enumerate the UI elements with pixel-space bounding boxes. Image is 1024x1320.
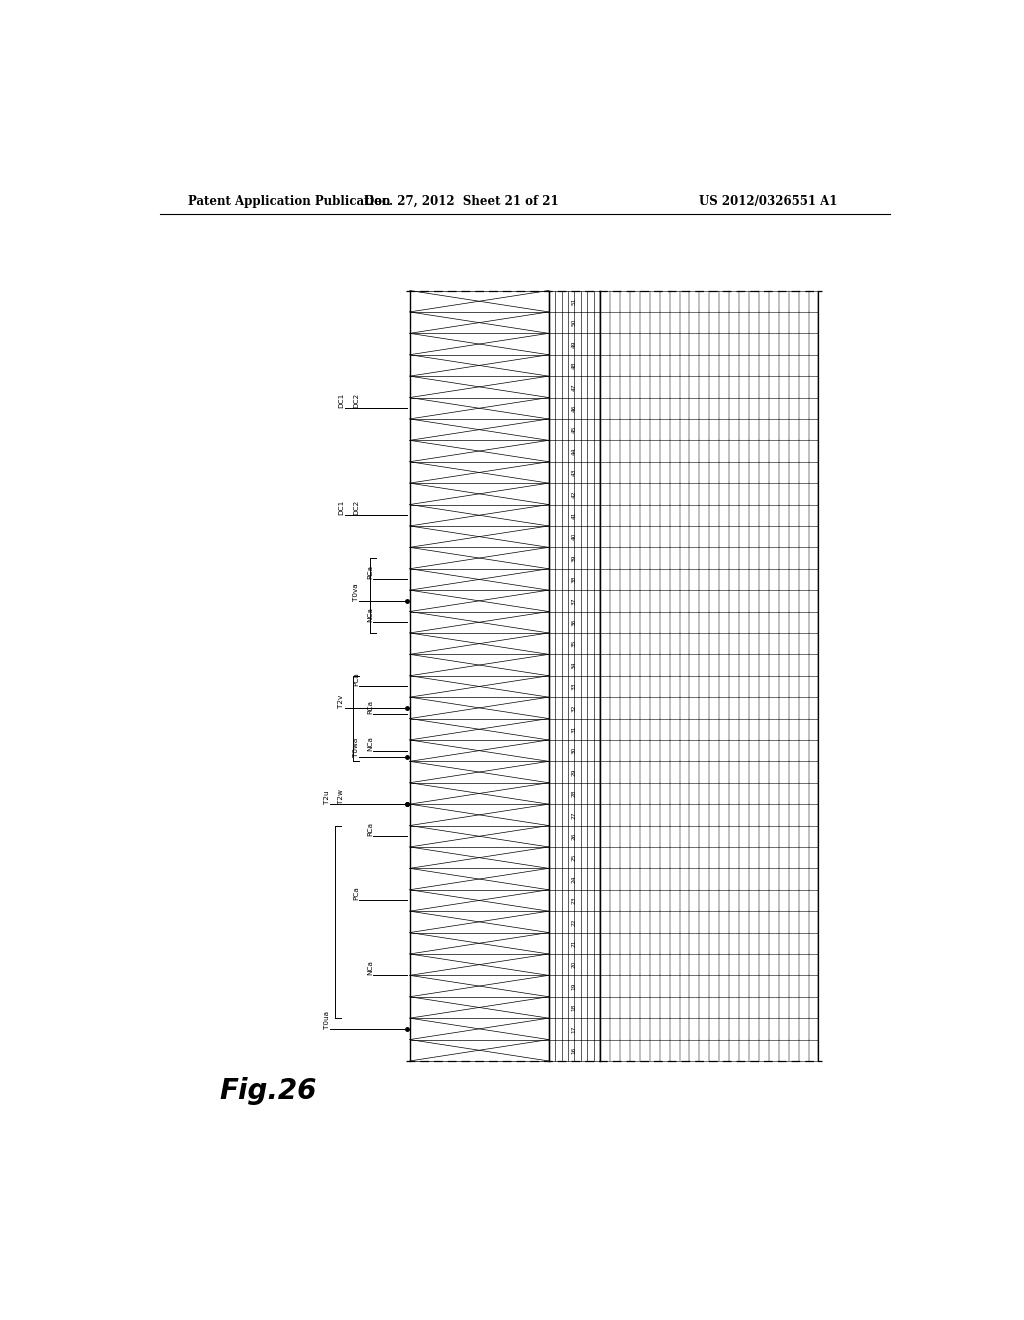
Text: 22: 22 <box>571 919 577 925</box>
Text: 20: 20 <box>571 961 577 969</box>
Text: 37: 37 <box>571 597 577 605</box>
Text: 36: 36 <box>571 619 577 626</box>
Text: RCa: RCa <box>367 822 373 837</box>
Text: 23: 23 <box>571 896 577 904</box>
Text: 27: 27 <box>571 810 577 818</box>
Text: PCa: PCa <box>352 673 358 686</box>
Text: NCa: NCa <box>367 961 373 975</box>
Text: 28: 28 <box>571 789 577 797</box>
Text: 45: 45 <box>571 426 577 433</box>
Text: T2w: T2w <box>339 789 344 804</box>
Text: DC1: DC1 <box>339 500 344 515</box>
Text: T0va: T0va <box>352 583 358 601</box>
Text: 46: 46 <box>571 404 577 412</box>
Text: 30: 30 <box>571 747 577 755</box>
Text: 24: 24 <box>571 875 577 883</box>
Text: T0wa: T0wa <box>352 738 358 758</box>
Text: 33: 33 <box>571 682 577 690</box>
Text: 51: 51 <box>571 297 577 305</box>
Text: T0ua: T0ua <box>325 1011 330 1028</box>
Text: 32: 32 <box>571 704 577 711</box>
Text: NCa: NCa <box>367 607 373 622</box>
Text: 29: 29 <box>571 768 577 776</box>
Text: RCa: RCa <box>367 701 373 714</box>
Text: 26: 26 <box>571 833 577 840</box>
Text: 44: 44 <box>571 447 577 455</box>
Text: 18: 18 <box>571 1003 577 1011</box>
Text: 43: 43 <box>571 469 577 477</box>
Text: 34: 34 <box>571 661 577 669</box>
Text: 39: 39 <box>571 554 577 562</box>
Text: NCa: NCa <box>367 735 373 751</box>
Text: Dec. 27, 2012  Sheet 21 of 21: Dec. 27, 2012 Sheet 21 of 21 <box>364 195 559 209</box>
Text: T2v: T2v <box>339 694 344 708</box>
Text: US 2012/0326551 A1: US 2012/0326551 A1 <box>699 195 838 209</box>
Text: 38: 38 <box>571 576 577 583</box>
Text: 16: 16 <box>571 1047 577 1053</box>
Text: Fig.26: Fig.26 <box>219 1077 316 1105</box>
Text: DC1: DC1 <box>339 393 344 408</box>
Text: RCa: RCa <box>367 565 373 579</box>
Text: 47: 47 <box>571 383 577 391</box>
Text: 40: 40 <box>571 533 577 540</box>
Text: PCa: PCa <box>352 887 358 900</box>
Text: 25: 25 <box>571 854 577 862</box>
Text: 35: 35 <box>571 640 577 647</box>
Text: 17: 17 <box>571 1026 577 1032</box>
Text: Patent Application Publication: Patent Application Publication <box>187 195 390 209</box>
Text: 21: 21 <box>571 940 577 946</box>
Text: 50: 50 <box>571 319 577 326</box>
Text: 19: 19 <box>571 982 577 990</box>
Text: DC2: DC2 <box>352 500 358 515</box>
Text: T2u: T2u <box>325 791 330 804</box>
Text: 48: 48 <box>571 362 577 370</box>
Text: 42: 42 <box>571 490 577 498</box>
Text: DC2: DC2 <box>352 393 358 408</box>
Text: 41: 41 <box>571 512 577 519</box>
Text: 31: 31 <box>571 726 577 733</box>
Text: 49: 49 <box>571 341 577 347</box>
